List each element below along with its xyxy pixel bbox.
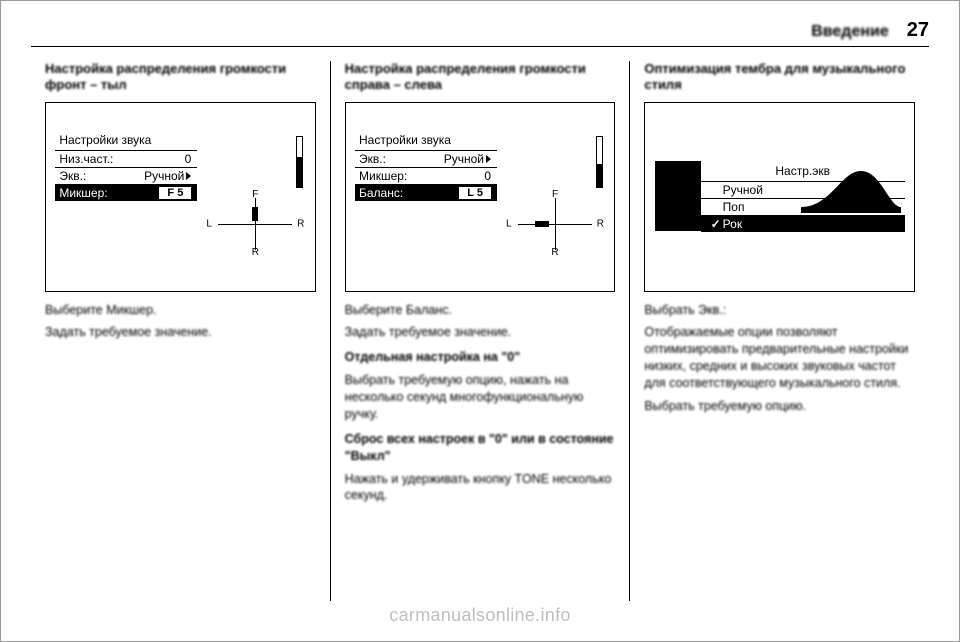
scrollbar-balance [596, 136, 603, 188]
text-reset-single: Выбрать требуемую опцию, нажать на неско… [345, 372, 616, 423]
text-eq-desc: Отображаемые опции позволяют оптимизиров… [644, 324, 915, 392]
menu-row-label: Микшер: [59, 185, 107, 201]
submenu-arrow-icon [186, 172, 191, 180]
menu-row-value: Ручной [144, 168, 191, 184]
screen-balance: Настройки звука Экв.:РучнойМикшер:0Балан… [355, 130, 605, 264]
heading-eq: Оптимизация тембра для музыкального стил… [644, 61, 915, 94]
screen-eq-frame: Настр.экв РучнойПоп✓Рок [644, 102, 915, 292]
eq-menu: Настр.экв РучнойПоп✓Рок [701, 161, 905, 232]
eq-option-row: ✓Рок [701, 215, 905, 232]
menu-row: Экв.: Ручной [355, 150, 497, 167]
text-reset-all: Нажать и удерживать кнопку TONE нескольк… [345, 471, 616, 505]
screen-eq: Настр.экв РучнойПоп✓Рок [655, 161, 905, 232]
heading-balance: Настройка распределения громкости справа… [345, 61, 616, 94]
screen-balance-menu: Настройки звука Экв.:РучнойМикшер:0Балан… [355, 130, 497, 264]
scrollbar-thumb [597, 164, 602, 187]
column-eq: Оптимизация тембра для музыкального стил… [629, 61, 929, 601]
eq-curve-icon [801, 167, 901, 213]
axis-label-front: F [252, 188, 258, 202]
menu-row-label: Микшер: [359, 168, 407, 184]
text-select-option: Выбрать требуемую опцию. [644, 398, 915, 415]
axis-label-left: L [206, 217, 212, 231]
text-select-eq: Выбрать Экв.: [644, 302, 915, 319]
check-icon: ✓ [711, 216, 723, 232]
balance-cross-diagram: F R R L [510, 190, 600, 258]
axis-label-front: F [552, 188, 558, 202]
subhead-reset-all: Сброс всех настроек в "0" или в состояни… [345, 431, 616, 465]
menu-row-label: Баланс: [359, 185, 403, 201]
screen-fader-menu: Настройки звука Низ.част.:0Экв.:РучнойМи… [55, 130, 197, 264]
submenu-arrow-icon [486, 155, 491, 163]
header-section-title: Введение [811, 23, 889, 41]
menu-row: Микшер: 0 [355, 167, 497, 184]
menu-row: Микшер: F 5 [55, 184, 197, 201]
text-set-value-2: Задать требуемое значение. [345, 324, 616, 341]
menu-row: Экв.: Ручной [55, 167, 197, 184]
eq-left-blackbar [655, 161, 701, 231]
eq-option-label: Поп [723, 199, 745, 215]
content-columns: Настройка распределения громкости фронт … [31, 61, 929, 601]
fader-cross-diagram: F R R L [210, 190, 300, 258]
eq-option-label: Рок [723, 216, 742, 232]
heading-fader: Настройка распределения громкости фронт … [45, 61, 316, 94]
text-select-balance: Выберите Баланс. [345, 302, 616, 319]
menu-row: Низ.част.: 0 [55, 150, 197, 167]
subhead-reset-single: Отдельная настройка на "0" [345, 349, 616, 366]
eq-option-label: Ручной [723, 182, 763, 198]
screen-fader-right: F R R L [197, 130, 305, 264]
menu-row-value: F 5 [159, 184, 191, 201]
fader-marker [252, 207, 258, 221]
screen-balance-right: F R R L [497, 130, 605, 264]
page-header: Введение 27 [31, 19, 929, 47]
menu-row-label: Низ.част.: [59, 151, 113, 167]
menu-row-value: Ручной [444, 151, 491, 167]
menu-row-label: Экв.: [59, 168, 86, 184]
menu-row-value: L 5 [459, 184, 491, 201]
scrollbar-fader [296, 136, 303, 188]
manual-page: Введение 27 Настройка распределения гром… [0, 0, 960, 642]
header-page-number: 27 [907, 19, 929, 42]
axis-label-rear: R [252, 246, 259, 260]
watermark: carmanualsonline.info [389, 605, 570, 626]
axis-label-left: L [506, 217, 512, 231]
menu-row-value: 0 [185, 151, 192, 167]
text-select-mixer: Выберите Микшер. [45, 302, 316, 319]
screen-fader-title: Настройки звука [55, 130, 197, 150]
axis-label-right: R [297, 217, 304, 231]
menu-row-label: Экв.: [359, 151, 386, 167]
axis-label-rear: R [551, 246, 558, 260]
menu-row-value: 0 [484, 168, 491, 184]
column-balance: Настройка распределения громкости справа… [330, 61, 630, 601]
screen-balance-title: Настройки звука [355, 130, 497, 150]
scrollbar-thumb [297, 157, 302, 187]
screen-fader-frame: Настройки звука Низ.част.:0Экв.:РучнойМи… [45, 102, 316, 292]
balance-marker [535, 221, 549, 227]
screen-fader: Настройки звука Низ.част.:0Экв.:РучнойМи… [55, 130, 305, 264]
menu-row: Баланс: L 5 [355, 184, 497, 201]
screen-balance-frame: Настройки звука Экв.:РучнойМикшер:0Балан… [345, 102, 616, 292]
text-set-value-1: Задать требуемое значение. [45, 324, 316, 341]
axis-label-right: R [597, 217, 604, 231]
column-fader: Настройка распределения громкости фронт … [31, 61, 330, 601]
